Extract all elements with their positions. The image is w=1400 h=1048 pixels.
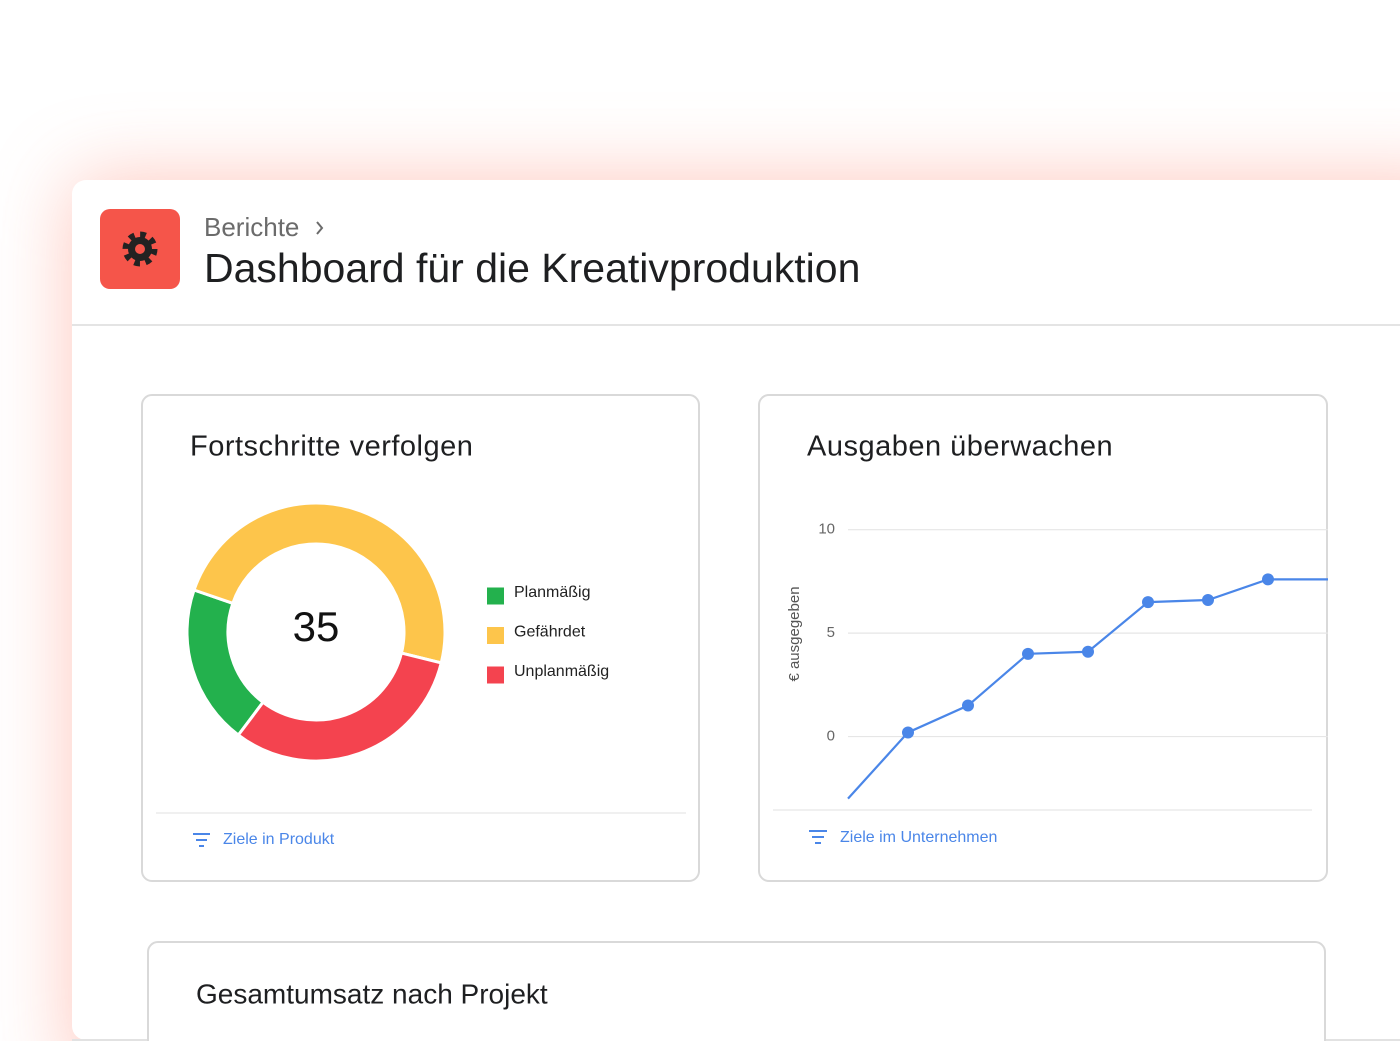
- line-point: [1262, 573, 1274, 586]
- line-point: [962, 699, 974, 712]
- breadcrumb-chevron: [316, 221, 324, 235]
- breadcrumb[interactable]: Berichte: [204, 212, 299, 242]
- legend-label: Planmäßig: [514, 584, 590, 601]
- y-axis-label: € ausgegeben: [786, 586, 803, 681]
- line-point: [1202, 594, 1214, 607]
- filter-link[interactable]: Ziele in Produkt: [223, 831, 335, 848]
- legend-swatch: [487, 627, 504, 644]
- y-tick-label: 0: [827, 728, 835, 745]
- y-tick-label: 10: [818, 521, 835, 538]
- card: [147, 941, 1326, 1048]
- y-tick-label: 5: [827, 624, 835, 641]
- donut-total: 35: [293, 603, 340, 650]
- line-point: [1022, 647, 1034, 660]
- card-title: Ausgaben überwachen: [807, 431, 1113, 463]
- legend-label: Gefährdet: [514, 624, 586, 641]
- line-point: [1142, 596, 1154, 609]
- legend-swatch: [487, 587, 504, 605]
- filter-link[interactable]: Ziele im Unternehmen: [840, 829, 997, 846]
- donut-segment: [192, 501, 447, 665]
- card-title: Gesamtumsatz nach Projekt: [196, 978, 548, 1009]
- line-point: [902, 726, 914, 739]
- card-title: Fortschritte verfolgen: [190, 431, 473, 463]
- gear-teeth: [122, 231, 158, 267]
- filter-icon: [193, 833, 210, 847]
- legend-label: Unplanmäßig: [514, 663, 609, 680]
- card: [758, 394, 1328, 882]
- donut-segment: [236, 651, 444, 763]
- filter-icon: [809, 830, 827, 844]
- bottom-mask: [0, 1041, 1400, 1048]
- page-title: Dashboard für die Kreativproduktion: [204, 245, 860, 291]
- gear-hole: [135, 244, 145, 254]
- legend-swatch: [487, 666, 504, 684]
- line-point: [1082, 645, 1094, 658]
